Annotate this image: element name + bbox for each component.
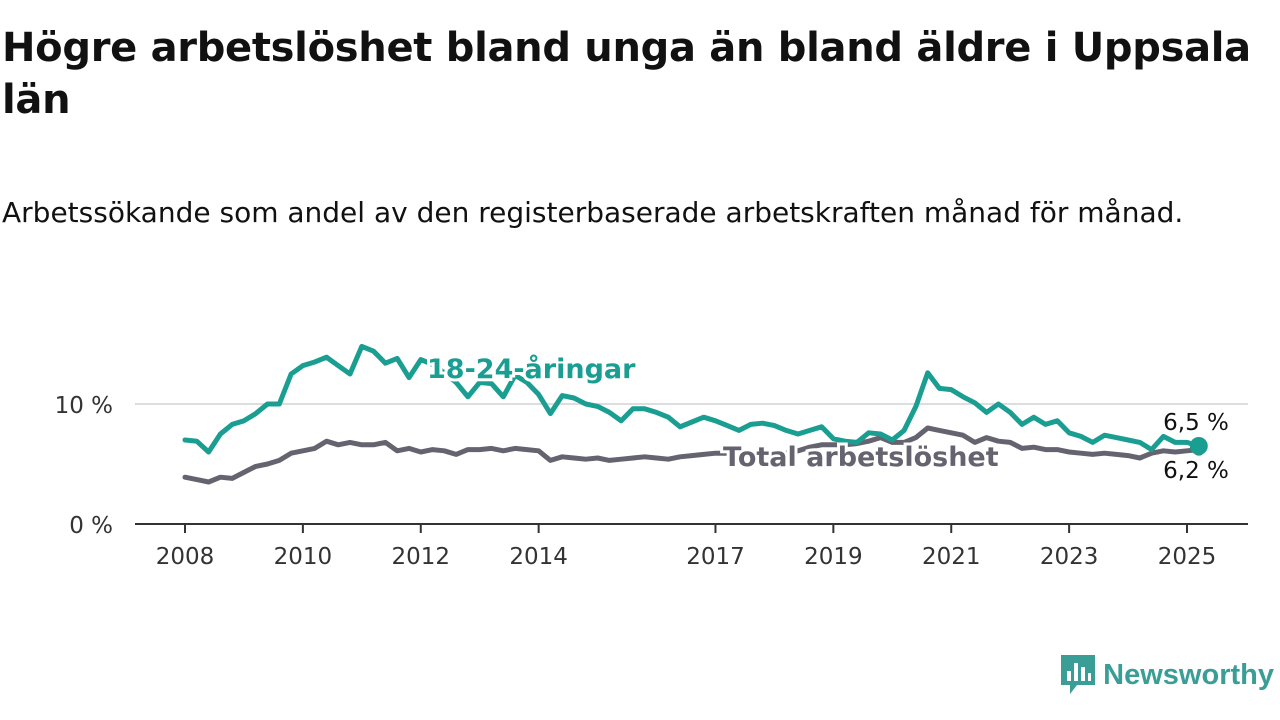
label-layer: 18-24-åringar Total arbetslöshet 6,5 % 6,2 … (424, 350, 1229, 484)
x-tick-label: 2017 (686, 544, 745, 570)
series-line-1 (182, 425, 1202, 485)
series-line-0 (182, 343, 1202, 455)
x-tick-label: 2023 (1040, 544, 1099, 570)
x-tick-label: 2021 (922, 544, 981, 570)
newsworthy-logo[interactable]: Newsworthy (1061, 655, 1274, 695)
x-tick-label: 2012 (391, 544, 450, 570)
x-tick-label: 2019 (804, 544, 863, 570)
x-tick-label: 2008 (156, 544, 215, 570)
series-layer (182, 343, 1202, 485)
x-tick-label: 2014 (509, 544, 568, 570)
chart-subtitle: Arbetssökande som andel av den registerb… (2, 196, 1184, 229)
newsworthy-bar-chart-icon (1061, 655, 1096, 694)
end-label-youth: 6,5 % (1163, 410, 1229, 436)
chart-title: Högre arbetslöshet bland unga än bland ä… (2, 25, 1251, 123)
end-marker-youth (1189, 437, 1208, 455)
y-tick-label: 0 % (69, 513, 113, 539)
x-tick-label: 2010 (274, 544, 333, 570)
y-tick-label: 10 % (55, 393, 113, 419)
series-label-total: Total arbetslöshet (723, 442, 999, 473)
end-label-total: 6,2 % (1163, 458, 1229, 484)
series-label-youth: 18-24-åringar (427, 353, 636, 385)
axis-layer: 0 % 10 % 2008 2010 2012 2014 2017 2019 2021 2023 2… (55, 393, 1248, 570)
brand-name: Newsworthy (1103, 658, 1274, 691)
x-tick-label: 2025 (1158, 544, 1217, 570)
